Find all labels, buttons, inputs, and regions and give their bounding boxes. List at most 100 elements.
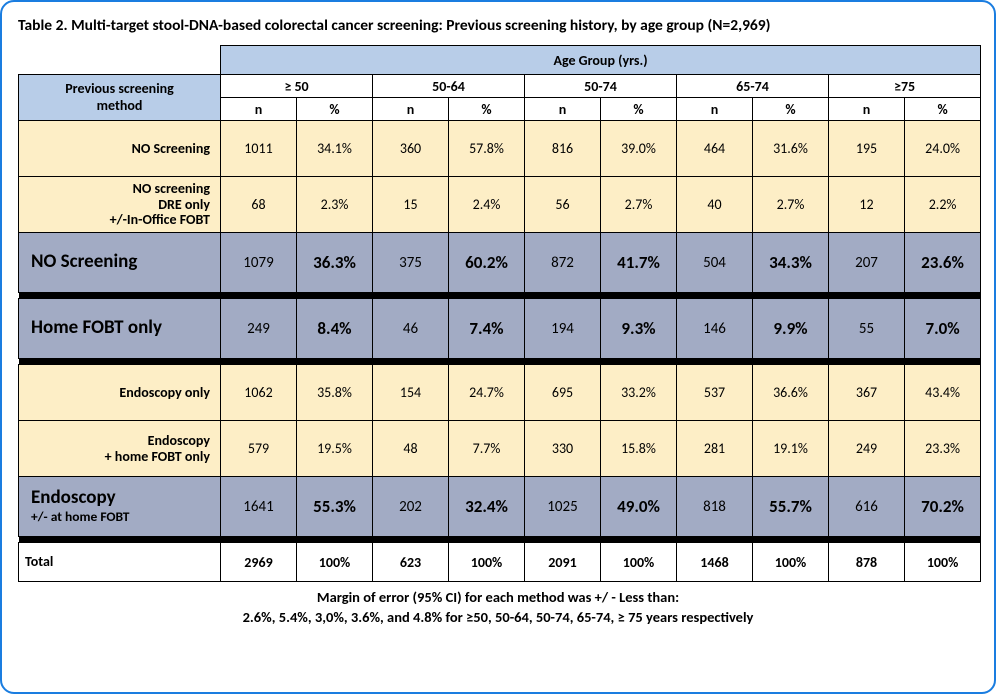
cell-n: 872 xyxy=(525,233,601,293)
cell-n: 2091 xyxy=(525,543,601,582)
cell-n: 464 xyxy=(677,121,753,177)
cell-pct: 36.3% xyxy=(297,233,373,293)
cell-pct: 41.7% xyxy=(601,233,677,293)
row-label: Endoscopy+/- at home FOBT xyxy=(19,477,221,537)
cell-n: 146 xyxy=(677,299,753,359)
cell-pct: 43.4% xyxy=(905,365,981,421)
cell-n: 68 xyxy=(221,177,297,233)
age-group-header: Age Group (yrs.) xyxy=(221,46,981,75)
cell-n: 579 xyxy=(221,421,297,477)
group-4: ≥75 xyxy=(829,75,981,98)
cell-pct: 8.4% xyxy=(297,299,373,359)
p-3: % xyxy=(753,98,829,121)
cell-pct: 34.1% xyxy=(297,121,373,177)
group-1: 50-64 xyxy=(373,75,525,98)
data-table: Age Group (yrs.) Previous screeningmetho… xyxy=(18,45,981,582)
table-row: Home FOBT only2498.4%467.4%1949.3%1469.9… xyxy=(19,299,981,359)
table-row: NO Screening101134.1%36057.8%81639.0%464… xyxy=(19,121,981,177)
cell-pct: 39.0% xyxy=(601,121,677,177)
cell-pct: 49.0% xyxy=(601,477,677,537)
header-row-2: Previous screeningmethod ≥ 50 50-64 50-7… xyxy=(19,75,981,98)
cell-n: 695 xyxy=(525,365,601,421)
cell-n: 202 xyxy=(373,477,449,537)
cell-n: 40 xyxy=(677,177,753,233)
group-3: 65-74 xyxy=(677,75,829,98)
n-4: n xyxy=(829,98,905,121)
table-title: Table 2. Multi-target stool-DNA-based co… xyxy=(18,16,978,35)
cell-pct: 2.7% xyxy=(601,177,677,233)
p-4: % xyxy=(905,98,981,121)
blank-corner xyxy=(19,46,221,75)
cell-n: 56 xyxy=(525,177,601,233)
cell-pct: 19.1% xyxy=(753,421,829,477)
cell-pct: 100% xyxy=(601,543,677,582)
cell-pct: 55.7% xyxy=(753,477,829,537)
row-label: NO Screening xyxy=(19,121,221,177)
cell-n: 1025 xyxy=(525,477,601,537)
prev-method-header: Previous screeningmethod xyxy=(19,75,221,121)
cell-n: 48 xyxy=(373,421,449,477)
p-0: % xyxy=(297,98,373,121)
cell-n: 154 xyxy=(373,365,449,421)
cell-n: 1079 xyxy=(221,233,297,293)
cell-n: 281 xyxy=(677,421,753,477)
cell-n: 249 xyxy=(221,299,297,359)
cell-pct: 15.8% xyxy=(601,421,677,477)
n-3: n xyxy=(677,98,753,121)
cell-pct: 24.0% xyxy=(905,121,981,177)
cell-pct: 70.2% xyxy=(905,477,981,537)
row-label: Total xyxy=(19,543,221,582)
cell-n: 1062 xyxy=(221,365,297,421)
table-row: Endoscopy only106235.8%15424.7%69533.2%5… xyxy=(19,365,981,421)
cell-pct: 57.8% xyxy=(449,121,525,177)
cell-n: 1468 xyxy=(677,543,753,582)
table-row: NO Screening107936.3%37560.2%87241.7%504… xyxy=(19,233,981,293)
cell-pct: 60.2% xyxy=(449,233,525,293)
cell-n: 55 xyxy=(829,299,905,359)
row-label: NO screeningDRE only+/-In-Office FOBT xyxy=(19,177,221,233)
cell-pct: 2.2% xyxy=(905,177,981,233)
group-2: 50-74 xyxy=(525,75,677,98)
cell-pct: 36.6% xyxy=(753,365,829,421)
cell-n: 249 xyxy=(829,421,905,477)
cell-n: 330 xyxy=(525,421,601,477)
cell-n: 12 xyxy=(829,177,905,233)
cell-pct: 9.3% xyxy=(601,299,677,359)
n-0: n xyxy=(221,98,297,121)
cell-pct: 7.7% xyxy=(449,421,525,477)
cell-pct: 100% xyxy=(905,543,981,582)
cell-n: 878 xyxy=(829,543,905,582)
row-label: Home FOBT only xyxy=(19,299,221,359)
row-label: NO Screening xyxy=(19,233,221,293)
prev-method-text: Previous screeningmethod xyxy=(65,80,174,113)
cell-pct: 100% xyxy=(753,543,829,582)
cell-n: 375 xyxy=(373,233,449,293)
cell-n: 2969 xyxy=(221,543,297,582)
cell-pct: 2.4% xyxy=(449,177,525,233)
footnote-line-2: 2.6%, 5.4%, 3,0%, 3.6%, and 4.8% for ≥50… xyxy=(243,608,754,626)
header-row-1: Age Group (yrs.) xyxy=(19,46,981,75)
cell-pct: 23.6% xyxy=(905,233,981,293)
cell-pct: 31.6% xyxy=(753,121,829,177)
cell-n: 207 xyxy=(829,233,905,293)
cell-n: 1011 xyxy=(221,121,297,177)
cell-pct: 2.3% xyxy=(297,177,373,233)
cell-pct: 19.5% xyxy=(297,421,373,477)
cell-pct: 24.7% xyxy=(449,365,525,421)
n-2: n xyxy=(525,98,601,121)
cell-n: 46 xyxy=(373,299,449,359)
table-row: Total2969100%623100%2091100%1468100%8781… xyxy=(19,543,981,582)
cell-pct: 7.0% xyxy=(905,299,981,359)
p-2: % xyxy=(601,98,677,121)
cell-n: 194 xyxy=(525,299,601,359)
cell-n: 623 xyxy=(373,543,449,582)
cell-n: 504 xyxy=(677,233,753,293)
footnote-line-1: Margin of error (95% CI) for each method… xyxy=(317,588,679,606)
p-1: % xyxy=(449,98,525,121)
row-label: Endoscopy only xyxy=(19,365,221,421)
table-frame: Table 2. Multi-target stool-DNA-based co… xyxy=(0,0,996,694)
cell-pct: 33.2% xyxy=(601,365,677,421)
cell-pct: 32.4% xyxy=(449,477,525,537)
cell-n: 537 xyxy=(677,365,753,421)
cell-pct: 2.7% xyxy=(753,177,829,233)
